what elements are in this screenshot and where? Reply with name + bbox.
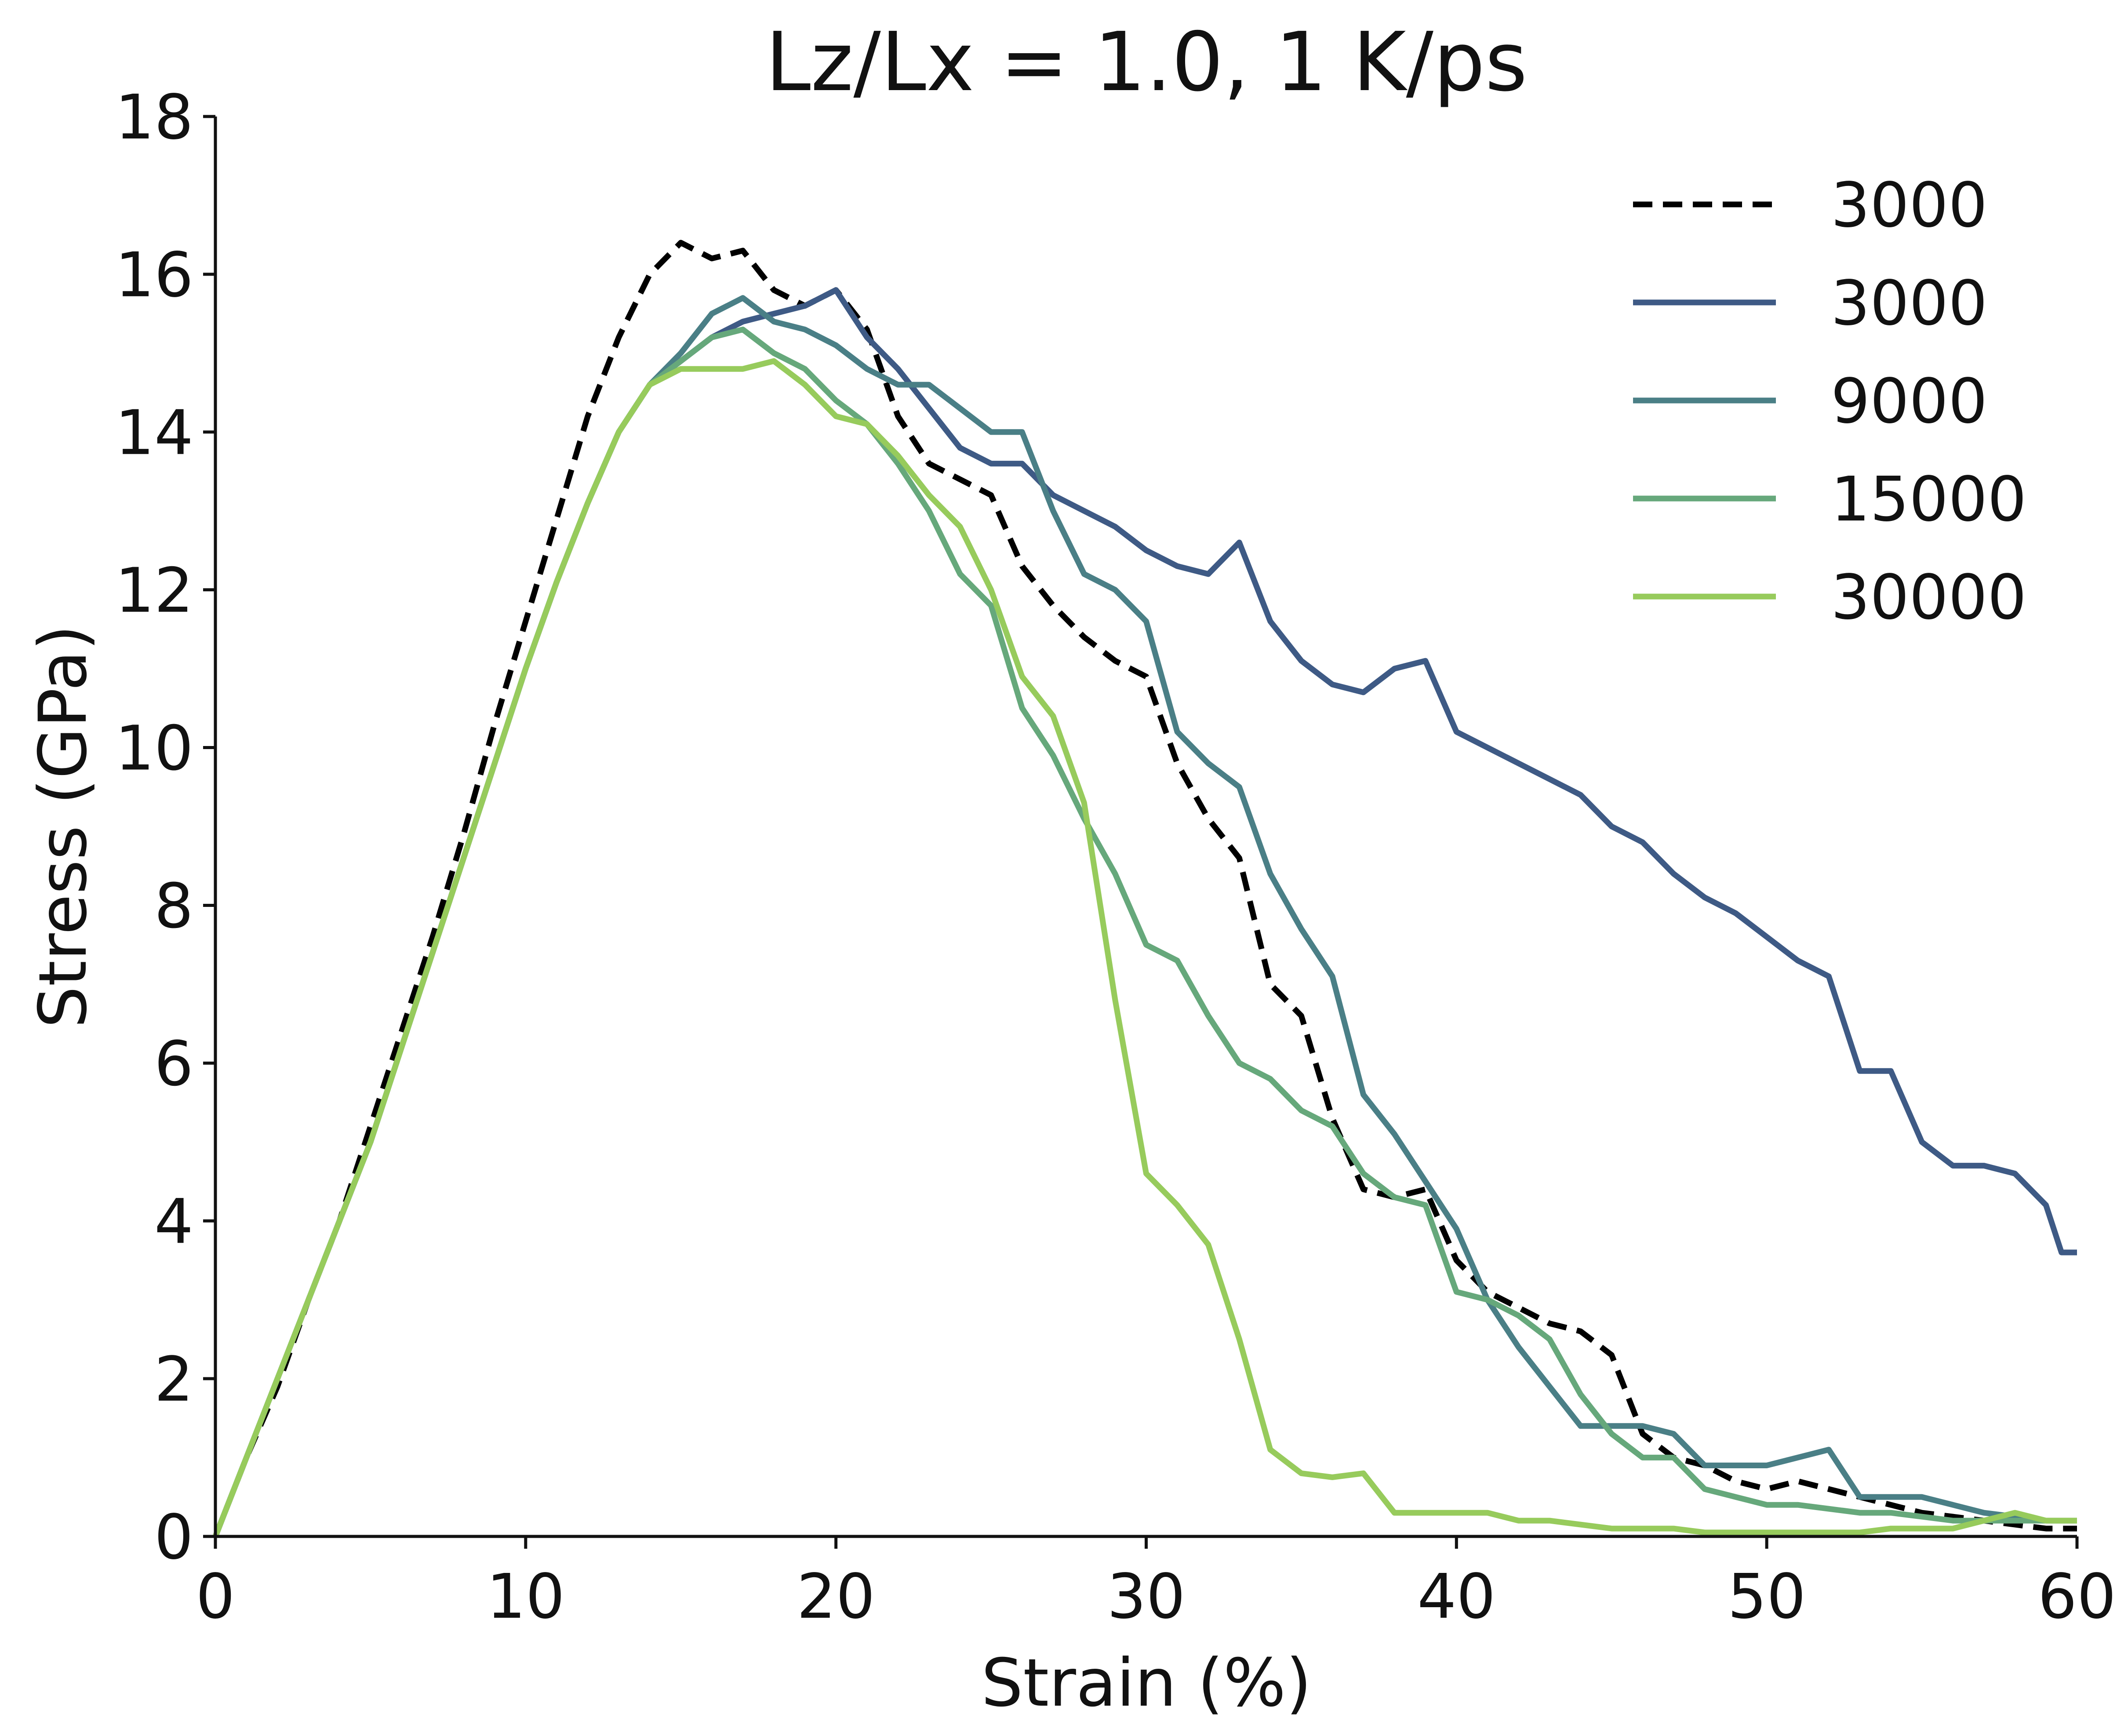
x-tick-label: 50 bbox=[1728, 1561, 1806, 1633]
series-line-4 bbox=[212, 358, 2077, 1538]
y-tick-label: 10 bbox=[115, 713, 193, 785]
y-tick-label: 2 bbox=[154, 1344, 193, 1416]
x-tick-label: 0 bbox=[196, 1561, 235, 1633]
y-tick-label: 6 bbox=[154, 1028, 193, 1100]
series-group bbox=[212, 240, 2077, 1538]
y-axis-ticks: 0 2 4 6 8 10 12 14 16 18 bbox=[115, 82, 215, 1573]
y-tick-label: 8 bbox=[154, 870, 193, 942]
legend-label: 30000 bbox=[1831, 562, 2026, 633]
y-axis-label: Stress (GPa) bbox=[25, 625, 102, 1028]
legend-label: 9000 bbox=[1831, 366, 1987, 437]
legend-label: 15000 bbox=[1831, 464, 2026, 535]
x-axis-ticks: 0 10 20 30 40 50 60 bbox=[196, 1536, 2116, 1633]
y-tick-label: 14 bbox=[115, 397, 193, 469]
y-tick-label: 4 bbox=[154, 1186, 193, 1258]
chart-title: Lz/Lx = 1.0, 1 K/ps bbox=[765, 15, 1527, 109]
series-line-0 bbox=[212, 240, 2077, 1538]
legend-label: 3000 bbox=[1831, 170, 1987, 241]
x-tick-label: 60 bbox=[2038, 1561, 2116, 1633]
y-tick-label: 12 bbox=[115, 555, 193, 627]
x-axis-label: Strain (%) bbox=[981, 1645, 1312, 1721]
x-tick-label: 20 bbox=[797, 1561, 875, 1633]
x-tick-label: 10 bbox=[487, 1561, 565, 1633]
series-line-1 bbox=[212, 287, 2077, 1538]
y-tick-label: 18 bbox=[115, 82, 193, 153]
series-line-2 bbox=[212, 295, 2077, 1538]
y-tick-label: 16 bbox=[115, 240, 193, 311]
legend: 3000 3000 9000 15000 30000 bbox=[1633, 170, 2026, 633]
x-tick-label: 30 bbox=[1107, 1561, 1185, 1633]
y-tick-label: 0 bbox=[154, 1502, 193, 1573]
x-tick-label: 40 bbox=[1417, 1561, 1495, 1633]
legend-label: 3000 bbox=[1831, 268, 1987, 339]
series-line-3 bbox=[212, 327, 2077, 1538]
